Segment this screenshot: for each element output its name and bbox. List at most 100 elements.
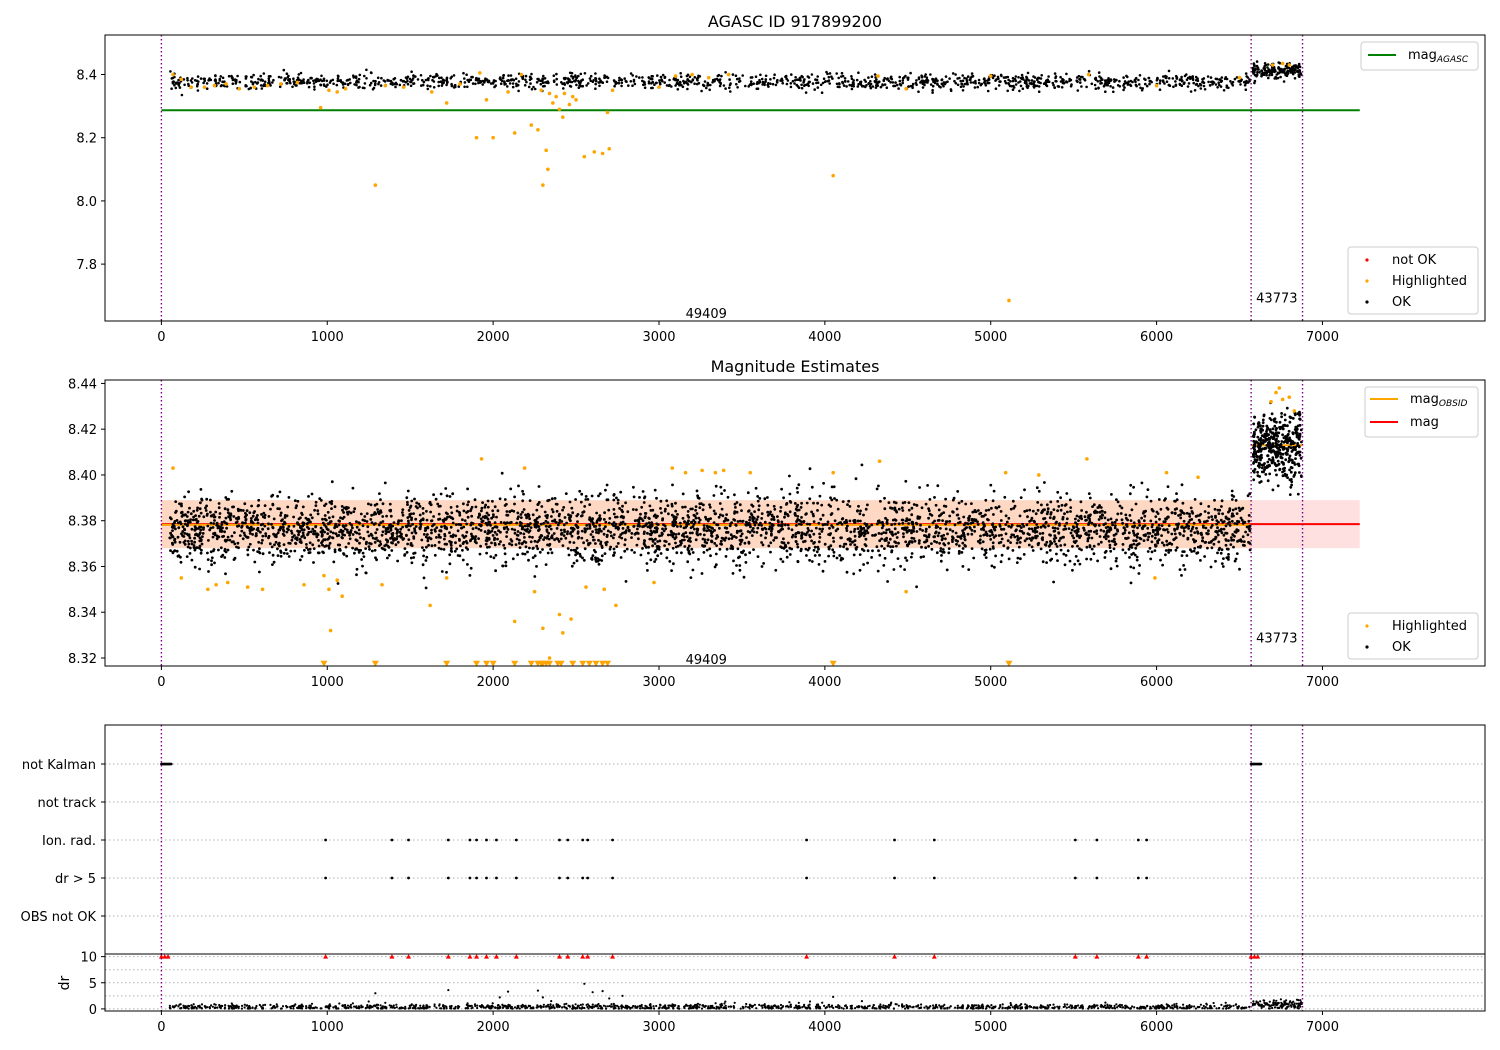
ok-data-point (680, 551, 683, 555)
ok-data-point (497, 529, 500, 533)
ok-data-point (1297, 64, 1301, 67)
ok-data-point (1085, 557, 1088, 561)
ok-data-point (229, 518, 233, 522)
ok-data-point (624, 79, 628, 83)
ok-data-point (997, 84, 1001, 87)
ok-data-point (466, 503, 469, 507)
highlighted-data-point (610, 88, 615, 93)
ok-data-point (708, 547, 712, 551)
ok-data-point (607, 508, 611, 512)
ok-data-point (1293, 77, 1297, 80)
ok-data-point (1063, 563, 1067, 567)
ok-data-point (1245, 75, 1248, 78)
ok-data-point (1219, 85, 1223, 88)
ok-data-point (686, 83, 690, 86)
ok-data-point (557, 521, 561, 525)
ok-data-point (577, 79, 580, 83)
ok-data-point (1051, 81, 1055, 85)
ok-data-point (993, 565, 996, 569)
ok-data-point (483, 79, 487, 82)
ok-data-point (948, 528, 952, 532)
highlighted-data-point (560, 115, 565, 119)
ok-data-point (795, 486, 799, 490)
ok-data-point (192, 546, 196, 549)
ok-data-point (885, 77, 889, 81)
ok-data-point (502, 73, 506, 77)
ok-data-point (524, 513, 527, 517)
ok-data-point (310, 516, 314, 520)
ok-data-point (881, 524, 885, 528)
ok-data-point (1158, 82, 1162, 85)
ok-data-point (1185, 554, 1189, 557)
ok-data-point (291, 85, 294, 89)
ok-data-point (1188, 515, 1192, 518)
ok-data-point (771, 82, 775, 86)
ok-data-point (894, 81, 897, 84)
ok-data-point (582, 558, 586, 562)
ok-data-point (882, 564, 886, 567)
ok-data-point (426, 539, 430, 543)
ok-data-point (749, 525, 752, 529)
ok-data-point (659, 499, 663, 503)
ok-data-point (682, 535, 686, 538)
ok-data-point (321, 517, 324, 521)
ok-data-point (937, 514, 941, 518)
ok-data-point (287, 496, 291, 499)
ok-data-point (450, 550, 454, 553)
ok-data-point (760, 517, 764, 520)
ok-data-point (978, 538, 982, 542)
ok-data-point (786, 514, 790, 518)
ok-data-point (1143, 510, 1146, 514)
ok-data-point (180, 504, 183, 508)
ok-data-point (523, 536, 526, 539)
ok-data-point (174, 527, 177, 531)
ok-data-point (850, 84, 854, 88)
ok-data-point (1246, 533, 1250, 537)
ok-data-point (587, 542, 590, 545)
ok-data-point (874, 76, 877, 79)
ok-data-point (949, 88, 953, 91)
ok-data-point (675, 551, 679, 555)
ok-data-point (299, 526, 302, 529)
ok-data-point (694, 508, 697, 512)
ok-data-point (686, 510, 690, 513)
ok-data-point (1277, 66, 1280, 69)
ok-data-point (463, 81, 467, 84)
ok-data-point (767, 82, 770, 85)
legend-not-ok-label: not OK (1392, 253, 1437, 268)
ok-data-point (728, 86, 731, 90)
ok-data-point (223, 530, 227, 534)
ok-data-point (1247, 514, 1251, 517)
ok-data-point (296, 499, 300, 503)
ok-data-point (816, 86, 820, 89)
ok-data-point (1074, 517, 1077, 521)
ok-data-point (935, 79, 938, 83)
ok-data-point (1123, 86, 1126, 89)
ok-data-point (781, 81, 784, 85)
ok-data-point (974, 79, 977, 83)
ok-data-point (1037, 85, 1041, 88)
ok-data-point (605, 80, 609, 83)
ok-data-point (576, 532, 580, 535)
ok-data-point (800, 74, 803, 78)
ok-data-point (1255, 60, 1259, 63)
ok-data-point (661, 73, 665, 77)
ok-data-point (1104, 522, 1107, 525)
ok-data-point (1153, 549, 1157, 552)
ok-data-point (896, 557, 900, 560)
ok-data-point (1206, 546, 1209, 550)
ok-data-point (293, 80, 297, 84)
ok-data-point (313, 88, 316, 91)
ok-data-point (390, 549, 394, 552)
ok-data-point (829, 513, 833, 516)
ok-data-point (1255, 73, 1259, 77)
ok-data-point (1076, 89, 1080, 92)
ok-data-point (206, 512, 209, 516)
ok-data-point (592, 538, 595, 542)
ok-data-point (306, 518, 309, 521)
obsid-label: 43773 (1256, 291, 1297, 306)
highlighted-data-point (570, 94, 575, 99)
ok-data-point (893, 84, 897, 88)
ok-data-point (594, 87, 597, 90)
ok-data-point (196, 546, 199, 549)
